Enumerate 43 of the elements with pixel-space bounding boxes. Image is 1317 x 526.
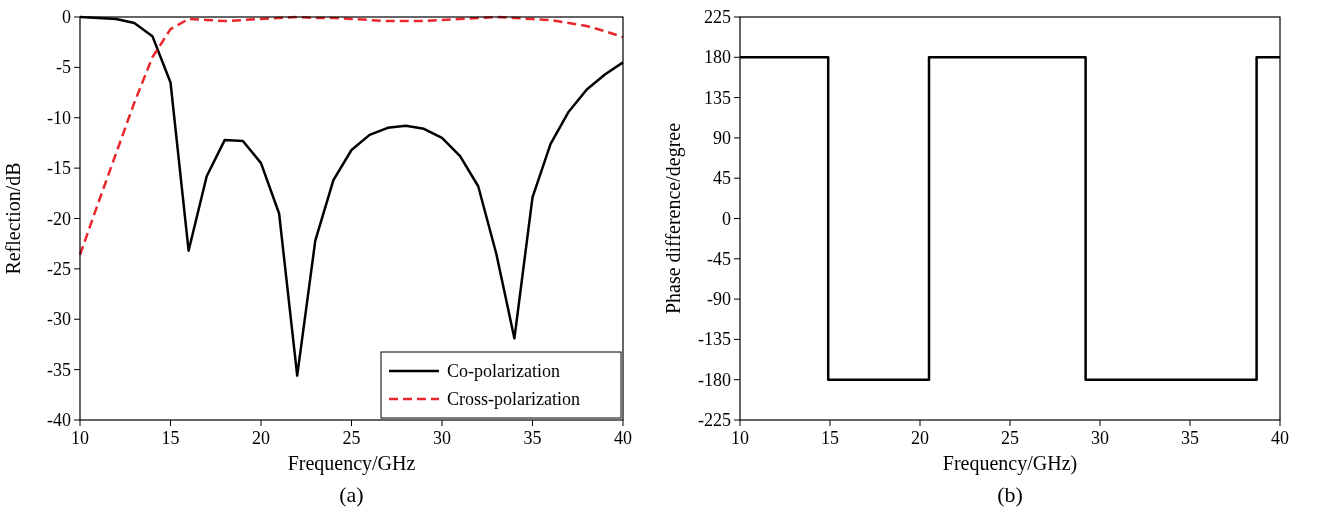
x-tick-label: 15 (161, 428, 180, 448)
y-tick-label: 0 (722, 208, 731, 229)
x-tick-label: 15 (821, 428, 839, 448)
x-tick-label: 30 (433, 428, 451, 448)
x-axis-title: Frequency/GHz) (942, 452, 1078, 475)
y-tick-label: -45 (707, 248, 731, 269)
y-tick-label: -180 (698, 369, 731, 390)
y-tick-label: -225 (698, 410, 731, 430)
y-tick-label: -90 (707, 289, 731, 310)
x-tick-label: 35 (523, 428, 542, 448)
text: (a) (339, 482, 364, 507)
x-tick-label: 30 (1091, 428, 1109, 448)
y-tick-label: -20 (47, 208, 71, 229)
legend-label: Cross-polarization (447, 389, 580, 409)
y-tick-label: 45 (713, 168, 731, 189)
y-tick-label: 0 (62, 7, 71, 27)
y-tick-label: -5 (56, 57, 71, 78)
y-tick-label: -35 (47, 359, 71, 380)
y-axis-title: Reflection/dB (2, 162, 24, 275)
y-tick-label: 90 (713, 127, 731, 148)
y-tick-label: -10 (47, 107, 71, 128)
y-tick-label: -135 (698, 329, 731, 350)
y-tick-label: 135 (704, 87, 731, 108)
y-tick-label: -40 (47, 410, 71, 430)
x-tick-label: 25 (342, 428, 361, 448)
x-tick-label: 35 (1181, 428, 1199, 448)
x-axis-title: Frequency/GHz (287, 452, 416, 475)
y-tick-label: 180 (704, 47, 731, 68)
x-tick-label: 40 (1271, 428, 1289, 448)
x-tick-label: 10 (71, 428, 89, 448)
x-tick-label: 20 (252, 428, 270, 448)
y-tick-label: 225 (704, 7, 731, 27)
y-axis-title: Phase difference/degree (662, 122, 685, 315)
y-tick-label: -30 (47, 309, 71, 330)
text: (b) (997, 482, 1023, 507)
y-tick-label: -15 (47, 158, 71, 179)
y-tick-label: -25 (47, 258, 71, 279)
x-tick-label: 20 (911, 428, 929, 448)
x-tick-label: 40 (614, 428, 632, 448)
x-tick-label: 10 (731, 428, 749, 448)
line-series (78, 15, 625, 257)
legend-label: Co-polarization (447, 361, 560, 381)
x-tick-label: 25 (1001, 428, 1019, 448)
